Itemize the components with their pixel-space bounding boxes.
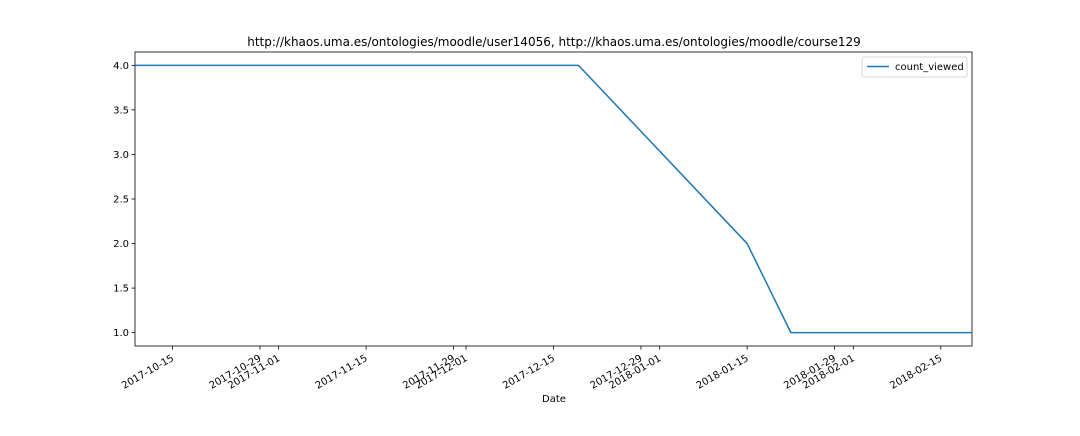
legend: count_viewed: [861, 56, 968, 78]
x-tick-label: 2017-10-15: [120, 353, 176, 392]
series-line-count-viewed: [135, 64, 972, 334]
y-tick-label: 3.5: [113, 105, 129, 116]
y-tick-label: 1.5: [113, 284, 129, 295]
legend-label-count-viewed: count_viewed: [895, 62, 964, 73]
y-tick-label: 1.0: [113, 328, 129, 339]
y-tick-label: 4.0: [113, 61, 129, 72]
y-axis: 1.0 1.5 2.0 2.5 3.0 3.5 4.0: [113, 61, 135, 339]
x-tick-label: 2018-02-15: [888, 353, 944, 392]
y-tick-label: 2.0: [113, 239, 129, 250]
plot-area: [134, 51, 973, 347]
x-tick-label: 2017-12-15: [501, 353, 557, 392]
y-tick-label: 2.5: [113, 195, 129, 206]
x-tick-label: 2018-01-15: [695, 353, 751, 392]
x-axis-label: Date: [542, 394, 566, 405]
legend-box: [861, 56, 968, 78]
series-layer: [135, 64, 972, 334]
x-tick-label: 2017-11-15: [314, 353, 370, 392]
y-tick-label: 3.0: [113, 150, 129, 161]
chart-title: http://khaos.uma.es/ontologies/moodle/us…: [247, 35, 861, 49]
